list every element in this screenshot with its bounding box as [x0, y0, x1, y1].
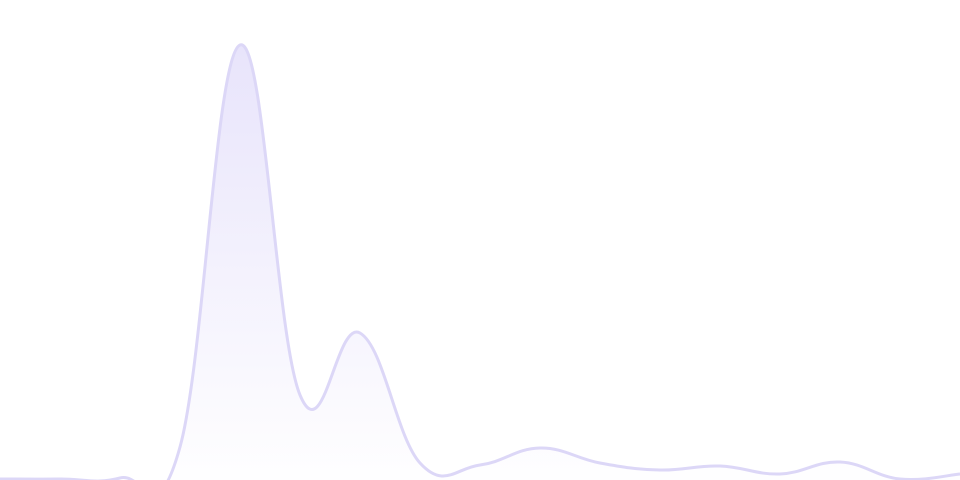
area-fill: [0, 44, 960, 480]
series-line: [0, 43, 960, 480]
